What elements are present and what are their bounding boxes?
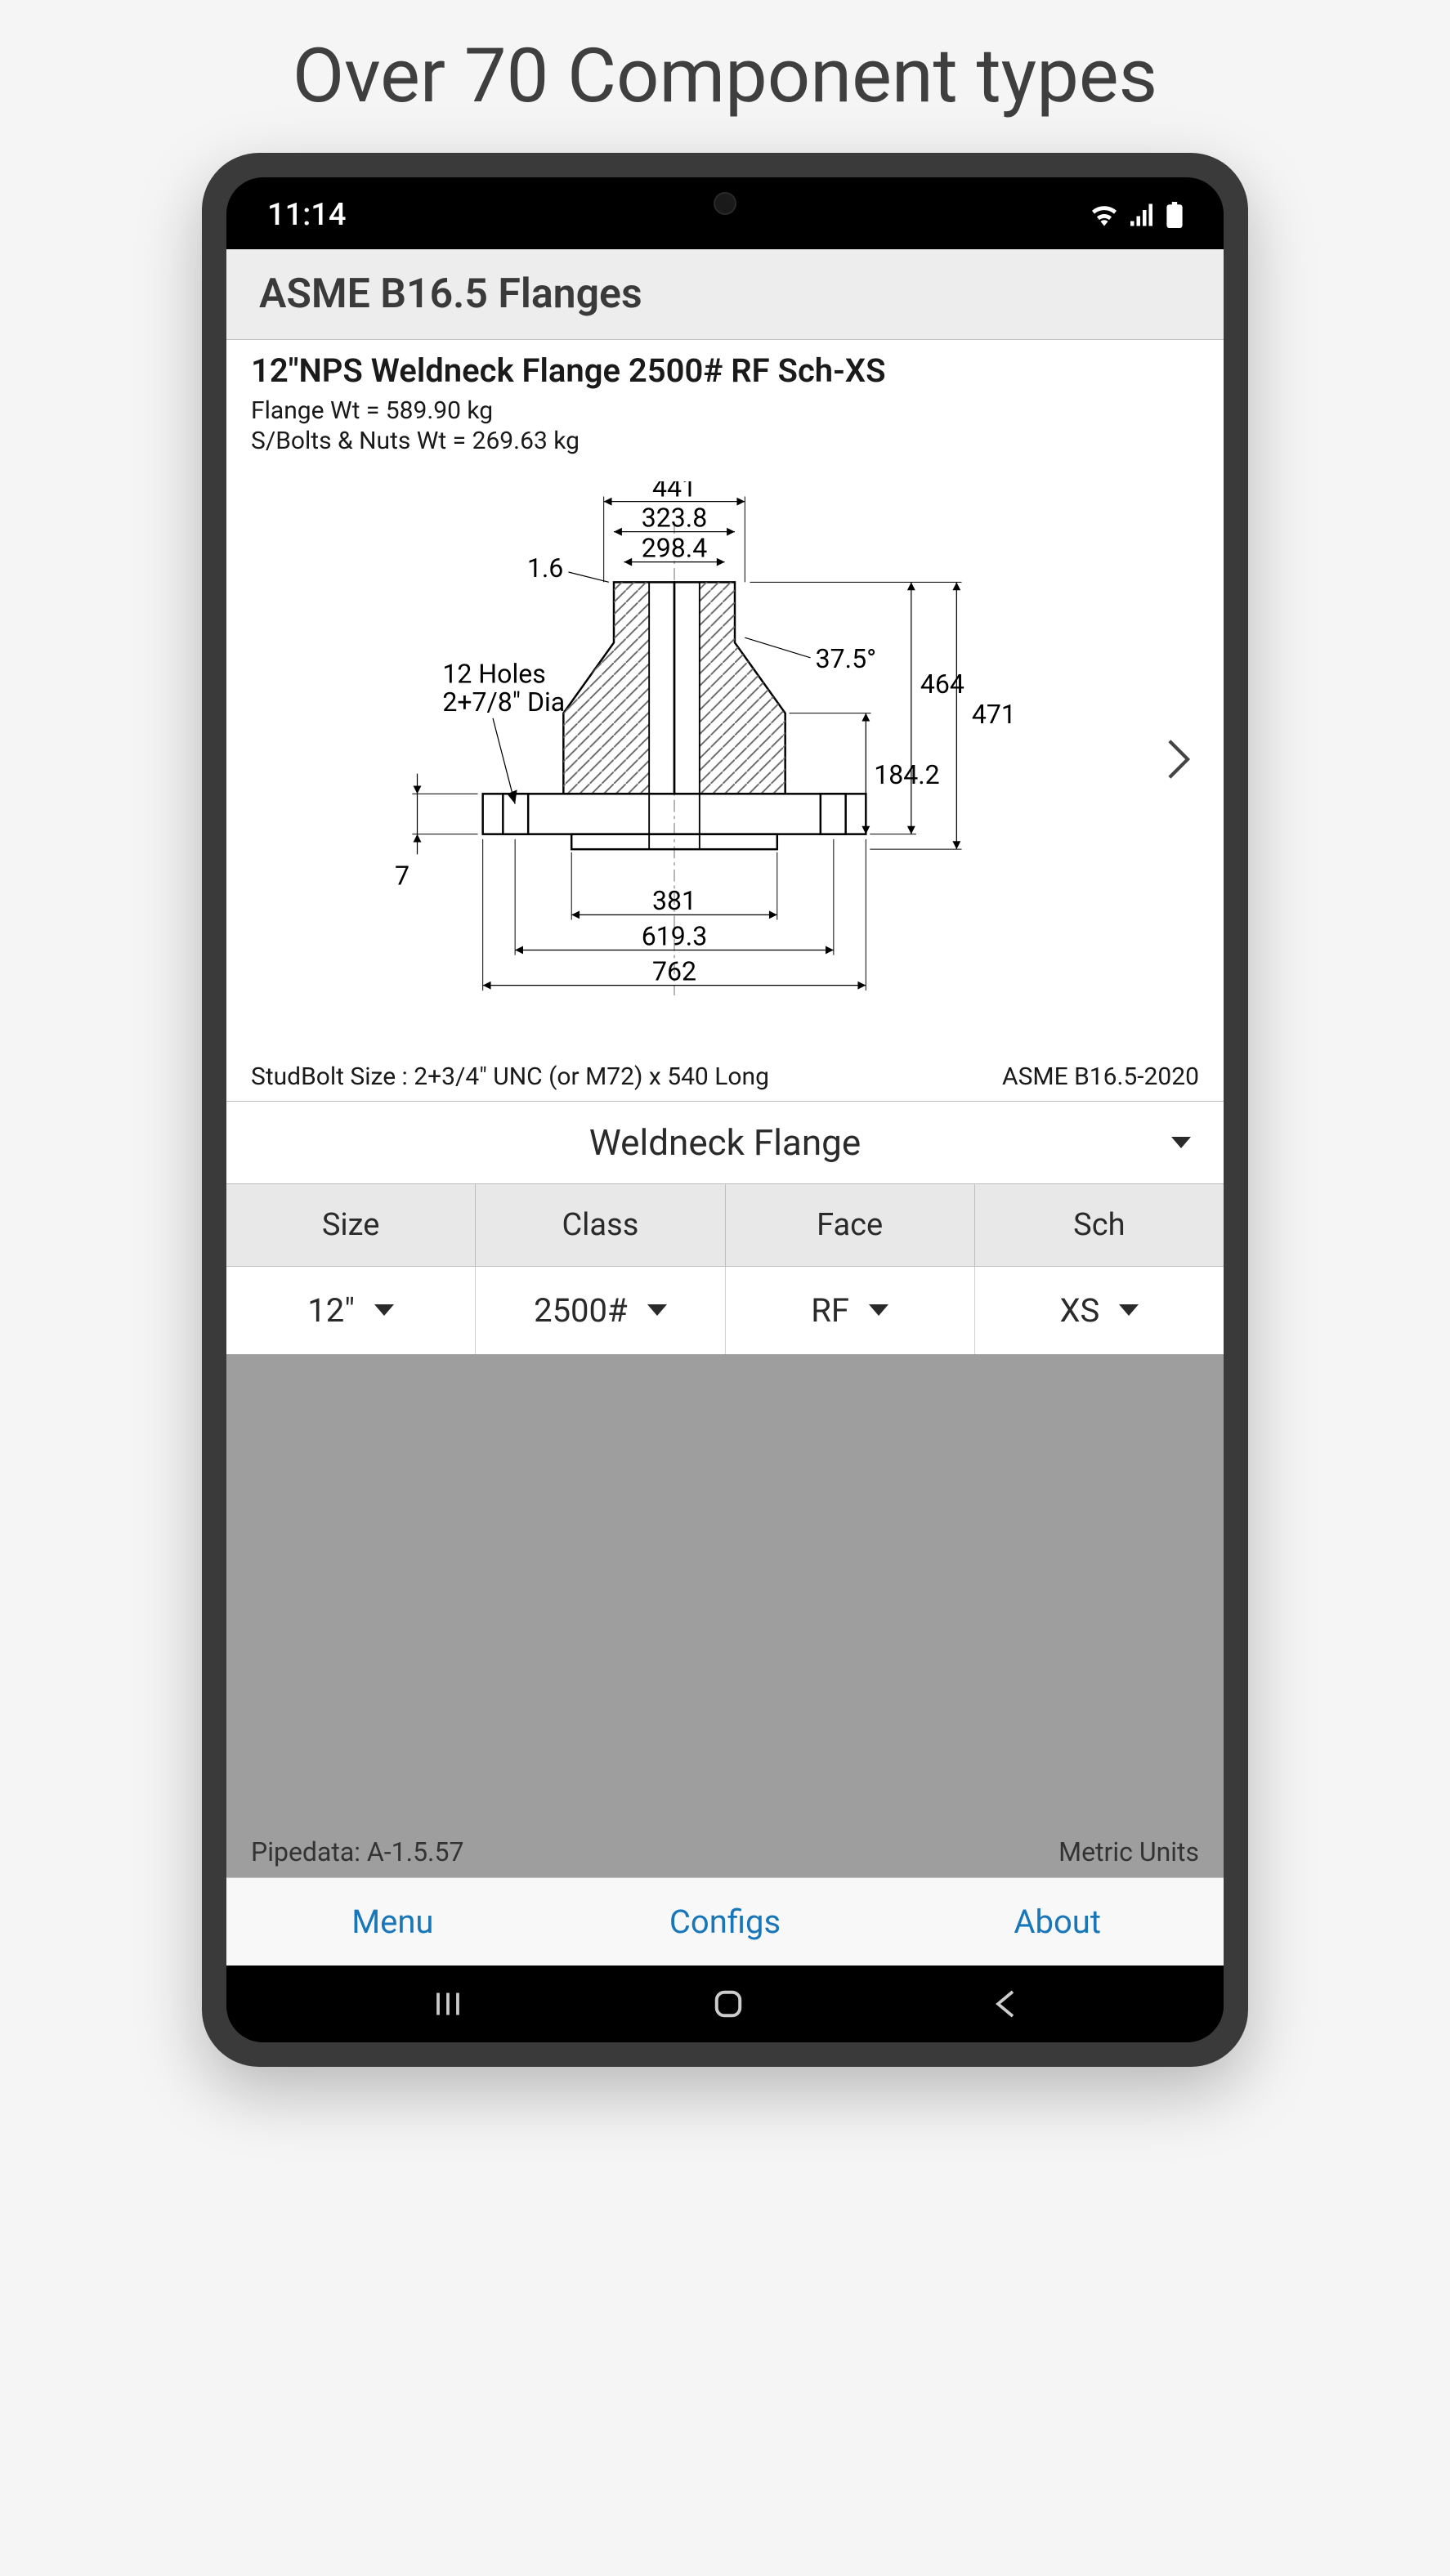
android-nav-bar [226,1966,1224,2042]
status-bar: 11:14 [226,177,1224,249]
header-face: Face [726,1184,975,1266]
phone-frame: 11:14 ASME B16.5 Flanges 12"NPS Weldneck… [202,153,1248,2067]
flange-weight: Flange Wt = 589.90 kg [251,396,1199,425]
camera-cutout [714,192,736,215]
next-arrow-button[interactable] [1158,739,1199,788]
chevron-down-icon [869,1304,888,1316]
svg-text:323.8: 323.8 [642,502,707,533]
svg-text:1.6: 1.6 [527,552,563,584]
svg-text:441: 441 [652,481,696,503]
svg-text:762: 762 [652,955,696,986]
recents-icon[interactable] [433,1989,463,2019]
chevron-down-icon [1171,1137,1191,1148]
flange-type-selector[interactable]: Weldneck Flange [226,1101,1224,1184]
wifi-icon [1090,203,1119,226]
signal-icon [1130,203,1155,226]
face-selector[interactable]: RF [726,1267,975,1354]
chevron-down-icon [1119,1304,1139,1316]
phone-screen: 11:14 ASME B16.5 Flanges 12"NPS Weldneck… [226,177,1224,2042]
app-title: ASME B16.5 Flanges [226,249,1224,340]
svg-text:619.3: 619.3 [642,920,707,951]
chevron-down-icon [374,1304,394,1316]
about-tab[interactable]: About [891,1878,1224,1966]
svg-text:464: 464 [920,669,964,700]
header-size: Size [226,1184,476,1266]
promo-headline: Over 70 Component types [293,33,1157,120]
version-label: Pipedata: A-1.5.57 [251,1836,463,1867]
svg-text:2+7/8" Dia: 2+7/8" Dia [442,686,565,718]
empty-content-area: Pipedata: A-1.5.57 Metric Units [226,1354,1224,1877]
bolts-weight: S/Bolts & Nuts Wt = 269.63 kg [251,427,1199,455]
header-sch: Sch [975,1184,1224,1266]
units-label: Metric Units [1058,1836,1199,1867]
flange-type-value: Weldneck Flange [589,1121,861,1164]
svg-text:298.4: 298.4 [642,532,707,563]
flange-diagram: 441 323.8 298.4 1.6 [251,481,1158,1046]
svg-text:12 Holes: 12 Holes [442,659,545,690]
home-icon[interactable] [713,1988,744,2019]
svg-text:471: 471 [972,699,1016,730]
status-time: 11:14 [267,197,346,233]
svg-text:37.5°: 37.5° [816,643,876,674]
standard-ref: ASME B16.5-2020 [1002,1062,1199,1091]
battery-icon [1166,202,1183,228]
size-selector[interactable]: 12" [226,1267,476,1354]
configs-tab[interactable]: Configs [559,1878,892,1966]
svg-text:184.2: 184.2 [874,759,939,790]
component-title: 12"NPS Weldneck Flange 2500# RF Sch-XS [251,351,1199,390]
header-class: Class [476,1184,725,1266]
chevron-down-icon [647,1304,667,1316]
back-icon[interactable] [994,1989,1017,2019]
svg-text:7: 7 [395,860,409,891]
menu-tab[interactable]: Menu [226,1878,559,1966]
sch-selector[interactable]: XS [975,1267,1224,1354]
class-selector[interactable]: 2500# [476,1267,725,1354]
studbolt-spec: StudBolt Size : 2+3/4" UNC (or M72) x 54… [251,1062,769,1091]
svg-text:381: 381 [652,885,696,916]
